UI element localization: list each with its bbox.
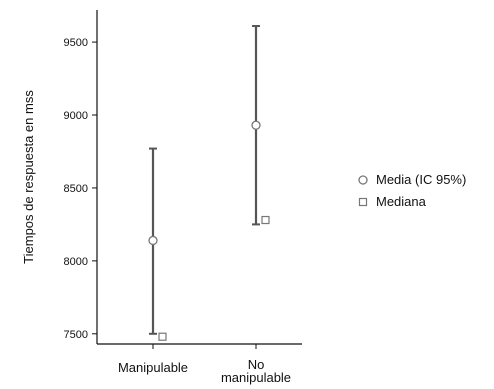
y-axis-title: Tiempos de respuesta en mss — [21, 90, 36, 264]
legend-mean-marker — [358, 175, 368, 185]
x-category-label: manipulable — [221, 370, 291, 385]
y-tick-label: 9000 — [64, 110, 88, 122]
y-tick-label: 7500 — [64, 329, 88, 341]
legend: Media (IC 95%) Mediana — [358, 172, 466, 209]
y-tick-label: 8500 — [64, 183, 88, 195]
axes — [96, 10, 302, 345]
mean-point — [148, 235, 158, 246]
legend-median-marker — [358, 197, 368, 207]
data-marks — [148, 25, 270, 341]
legend-median-label: Mediana — [376, 194, 427, 209]
y-ticks: 7500 8000 8500 9000 9500 — [64, 37, 97, 341]
mean-point — [251, 120, 261, 130]
y-tick-label: 9500 — [64, 37, 88, 49]
x-category-label: No — [248, 357, 265, 372]
median-point — [158, 332, 167, 341]
x-category-label: Manipulable — [118, 360, 188, 375]
legend-mean-label: Media (IC 95%) — [376, 172, 466, 187]
y-tick-label: 8000 — [64, 256, 88, 268]
median-point — [261, 215, 270, 225]
